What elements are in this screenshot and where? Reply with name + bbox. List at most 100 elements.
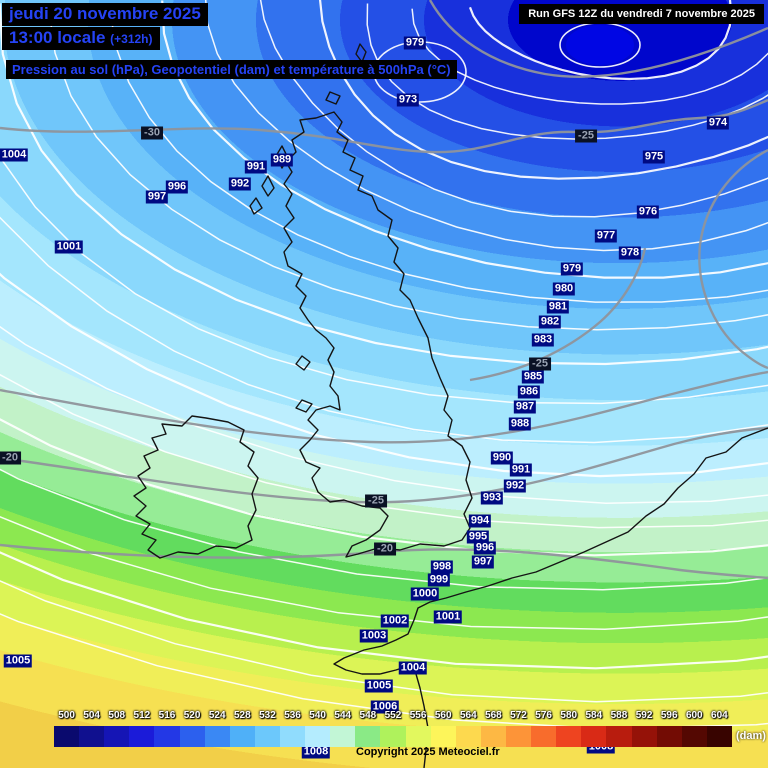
- scale-swatch: [480, 726, 506, 747]
- forecast-offset: (+312h): [110, 32, 153, 46]
- scale-value: 584: [585, 710, 603, 721]
- island-hebrides: [249, 197, 263, 215]
- forecast-time: 13:00 locale (+312h): [2, 27, 160, 50]
- scale-value: 556: [409, 710, 427, 721]
- pressure-label: 980: [552, 282, 576, 296]
- isobar-line: [0, 155, 768, 405]
- pressure-label: 1003: [359, 629, 389, 643]
- pressure-label: 996: [473, 541, 497, 555]
- isobar-line: [366, 3, 768, 140]
- isobar-line: [0, 516, 768, 630]
- pressure-label: 990: [490, 451, 514, 465]
- scale-value: 564: [459, 710, 477, 721]
- pressure-label: 998: [430, 560, 454, 574]
- scale-value: 548: [359, 710, 377, 721]
- scale-swatch: [380, 726, 406, 747]
- temperature-contour: [698, 148, 768, 370]
- temperature-label: -25: [575, 129, 597, 143]
- pressure-label: 974: [706, 116, 730, 130]
- scale-swatch: [104, 726, 130, 747]
- pressure-label: 994: [468, 514, 492, 528]
- scale-swatch: [430, 726, 456, 747]
- scale-value: 528: [233, 710, 251, 721]
- isobar-line: [0, 468, 768, 591]
- temperature-contour: [469, 247, 647, 382]
- pressure-label: 985: [521, 370, 545, 384]
- pressure-label: 973: [396, 93, 420, 107]
- pressure-label: 978: [618, 246, 642, 260]
- isobars-group: [0, 0, 768, 730]
- island-man: [295, 355, 311, 371]
- scale-value: 580: [560, 710, 578, 721]
- scale-swatch: [179, 726, 205, 747]
- scale-swatch: [229, 726, 255, 747]
- scale-swatch: [556, 726, 582, 747]
- temperature-label: -25: [529, 357, 551, 371]
- isobar-line: [318, 0, 768, 180]
- map-subtitle: Pression au sol (hPa), Geopotentiel (dam…: [6, 60, 457, 79]
- pressure-label: 992: [503, 479, 527, 493]
- pressure-label: 982: [538, 315, 562, 329]
- pressure-label: 977: [594, 229, 618, 243]
- scale-swatch: [656, 726, 682, 747]
- scale-value: 592: [635, 710, 653, 721]
- scale-swatch: [581, 726, 607, 747]
- isobar-line: [0, 373, 768, 529]
- scale-swatch: [330, 726, 356, 747]
- pressure-label: 992: [228, 177, 252, 191]
- isobar-line: [0, 216, 768, 444]
- temperature-label: -25: [365, 494, 387, 508]
- scale-colorbar: [54, 726, 732, 747]
- temperature-contour: [0, 98, 768, 154]
- island-hebrides: [261, 175, 275, 197]
- scale-swatch: [154, 726, 180, 747]
- scale-value: 588: [610, 710, 628, 721]
- scale-unit: (dam): [736, 730, 766, 742]
- pressure-label: 988: [508, 417, 532, 431]
- isobar-line: [48, 8, 768, 331]
- scale-swatch: [355, 726, 381, 747]
- pressure-label: 1004: [398, 661, 428, 675]
- isobar-line: [0, 551, 768, 670]
- scale-value: 532: [259, 710, 276, 721]
- pressure-label: 1001: [54, 240, 84, 254]
- pressure-label: 983: [531, 333, 555, 347]
- scale-swatch: [706, 726, 732, 747]
- pressure-label: 979: [403, 36, 427, 50]
- pressure-label: 1004: [0, 148, 29, 162]
- scale-value: 524: [208, 710, 226, 721]
- pressure-label: 991: [509, 463, 533, 477]
- pressure-label: 987: [513, 400, 537, 414]
- scale-value: 552: [384, 710, 402, 721]
- temperature-label: -20: [0, 451, 21, 465]
- pressure-label: 995: [466, 530, 490, 544]
- temperature-label: -30: [141, 126, 163, 140]
- pressure-label: 1008: [301, 745, 331, 759]
- scale-swatch: [505, 726, 532, 747]
- scale-swatch: [305, 726, 331, 747]
- isobar-line: [108, 7, 768, 303]
- scale-value: 540: [309, 710, 326, 721]
- run-info: Run GFS 12Z du vendredi 7 novembre 2025: [519, 4, 764, 24]
- pressure-label: 979: [560, 262, 584, 276]
- temperature-contour: [0, 543, 768, 580]
- pressure-label: 993: [480, 491, 504, 505]
- island-orkney: [325, 91, 341, 105]
- isobar-line: [259, 0, 768, 218]
- scale-value: 560: [434, 710, 452, 721]
- scale-swatch: [79, 726, 105, 747]
- scale-value: 508: [108, 710, 126, 721]
- pressure-label: 1000: [410, 587, 440, 601]
- scale-value: 516: [158, 710, 176, 721]
- scale-values-row: 500 504 508 512 516 520 524 528 532 536 540 544 548 5…: [54, 710, 732, 721]
- scale-swatch: [129, 726, 155, 747]
- scale-value: 536: [284, 710, 301, 721]
- scale-value: 596: [660, 710, 678, 721]
- scale-value: 572: [510, 710, 527, 721]
- forecast-date: jeudi 20 novembre 2025: [2, 3, 208, 26]
- isobar-line: [0, 418, 768, 557]
- isobar-line: [0, 3, 768, 366]
- scale-swatch: [204, 726, 230, 747]
- scale-swatch: [455, 726, 481, 747]
